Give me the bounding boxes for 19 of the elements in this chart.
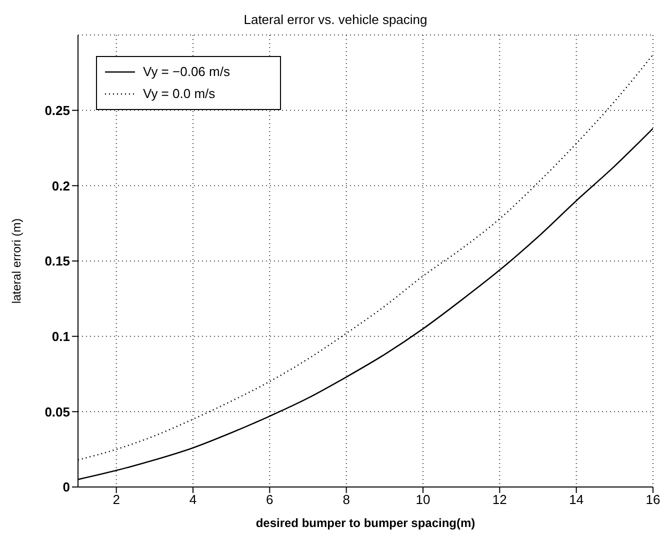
y-tick-label: 0.25 xyxy=(44,102,70,118)
y-axis-title: lateral errori (m) xyxy=(9,218,24,304)
x-tick-label: 6 xyxy=(266,492,274,508)
y-tick-label: 0.05 xyxy=(44,404,70,420)
legend-label: Vy = −0.06 m/s xyxy=(143,63,230,81)
y-tick-label: 0.15 xyxy=(44,254,70,269)
chart-title: Lateral error vs. vehicle spacing xyxy=(242,12,428,27)
x-tick-label: 10 xyxy=(416,492,430,508)
y-tick-label: 0.2 xyxy=(52,178,70,194)
y-tick-label: 0.1 xyxy=(52,328,70,344)
x-tick-label: 4 xyxy=(189,492,197,508)
y-tick-label: 0 xyxy=(62,480,70,495)
x-tick-label: 2 xyxy=(112,492,120,508)
x-tick-label: 12 xyxy=(492,492,507,508)
x-axis-title: desired bumper to bumper spacing(m) xyxy=(256,516,476,530)
x-tick-label: 14 xyxy=(569,492,584,508)
x-tick-label: 8 xyxy=(342,492,350,508)
legend-label: Vy = 0.0 m/s xyxy=(143,85,216,103)
x-tick-label: 16 xyxy=(646,492,660,508)
